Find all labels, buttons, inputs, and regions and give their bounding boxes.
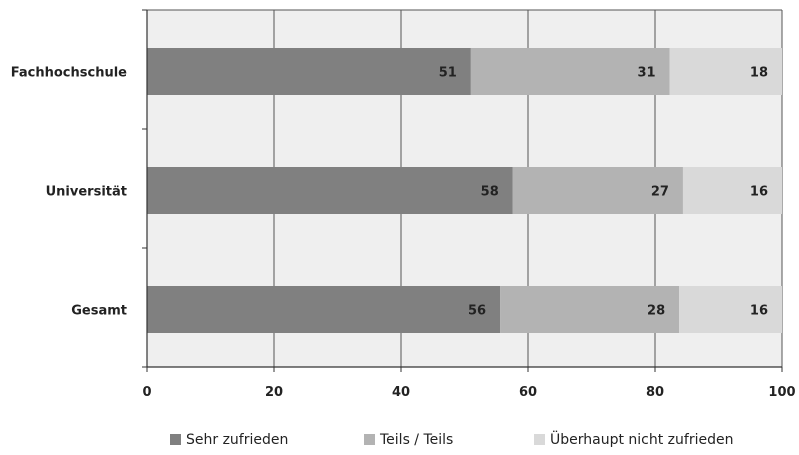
bar-segment — [470, 48, 670, 95]
data-label: 28 — [647, 304, 665, 319]
category-label: Fachhochschule — [11, 66, 127, 81]
legend-label: Teils / Teils — [379, 432, 453, 448]
legend-swatch — [534, 434, 545, 445]
x-tick-label: 80 — [646, 385, 664, 400]
bar-segment — [682, 167, 782, 214]
category-label: Gesamt — [71, 304, 127, 319]
bar-segment — [147, 167, 513, 214]
data-label: 16 — [750, 185, 768, 200]
category-label: Universität — [46, 185, 127, 200]
data-label: 16 — [750, 304, 768, 319]
bars: 51 31 18 58 27 16 56 28 16 — [147, 48, 782, 333]
legend-label: Überhaupt nicht zufrieden — [550, 430, 733, 448]
bar-segment — [147, 286, 501, 333]
bar-segment — [512, 167, 683, 214]
data-label: 51 — [439, 66, 457, 81]
data-label: 31 — [638, 66, 656, 81]
x-tick-label: 0 — [142, 385, 151, 400]
data-label: 58 — [481, 185, 499, 200]
bar-segment — [500, 286, 680, 333]
data-label: 18 — [750, 66, 768, 81]
legend-swatch — [170, 434, 181, 445]
legend: Sehr zufrieden Teils / Teils Überhaupt nic… — [170, 430, 733, 448]
x-tick-label: 20 — [265, 385, 283, 400]
x-tick-labels: 0 20 40 60 80 100 — [142, 385, 795, 400]
legend-swatch — [364, 434, 375, 445]
data-label: 56 — [468, 304, 486, 319]
x-tick-label: 40 — [392, 385, 410, 400]
bar-segment — [669, 48, 782, 95]
axes — [142, 9, 783, 372]
bar-segment — [679, 286, 782, 333]
x-tick-label: 60 — [519, 385, 537, 400]
category-labels: Fachhochschule Universität Gesamt — [11, 66, 127, 319]
bar-segment — [147, 48, 471, 95]
legend-label: Sehr zufrieden — [186, 432, 288, 448]
x-tick-label: 100 — [768, 385, 795, 400]
data-label: 27 — [651, 185, 669, 200]
